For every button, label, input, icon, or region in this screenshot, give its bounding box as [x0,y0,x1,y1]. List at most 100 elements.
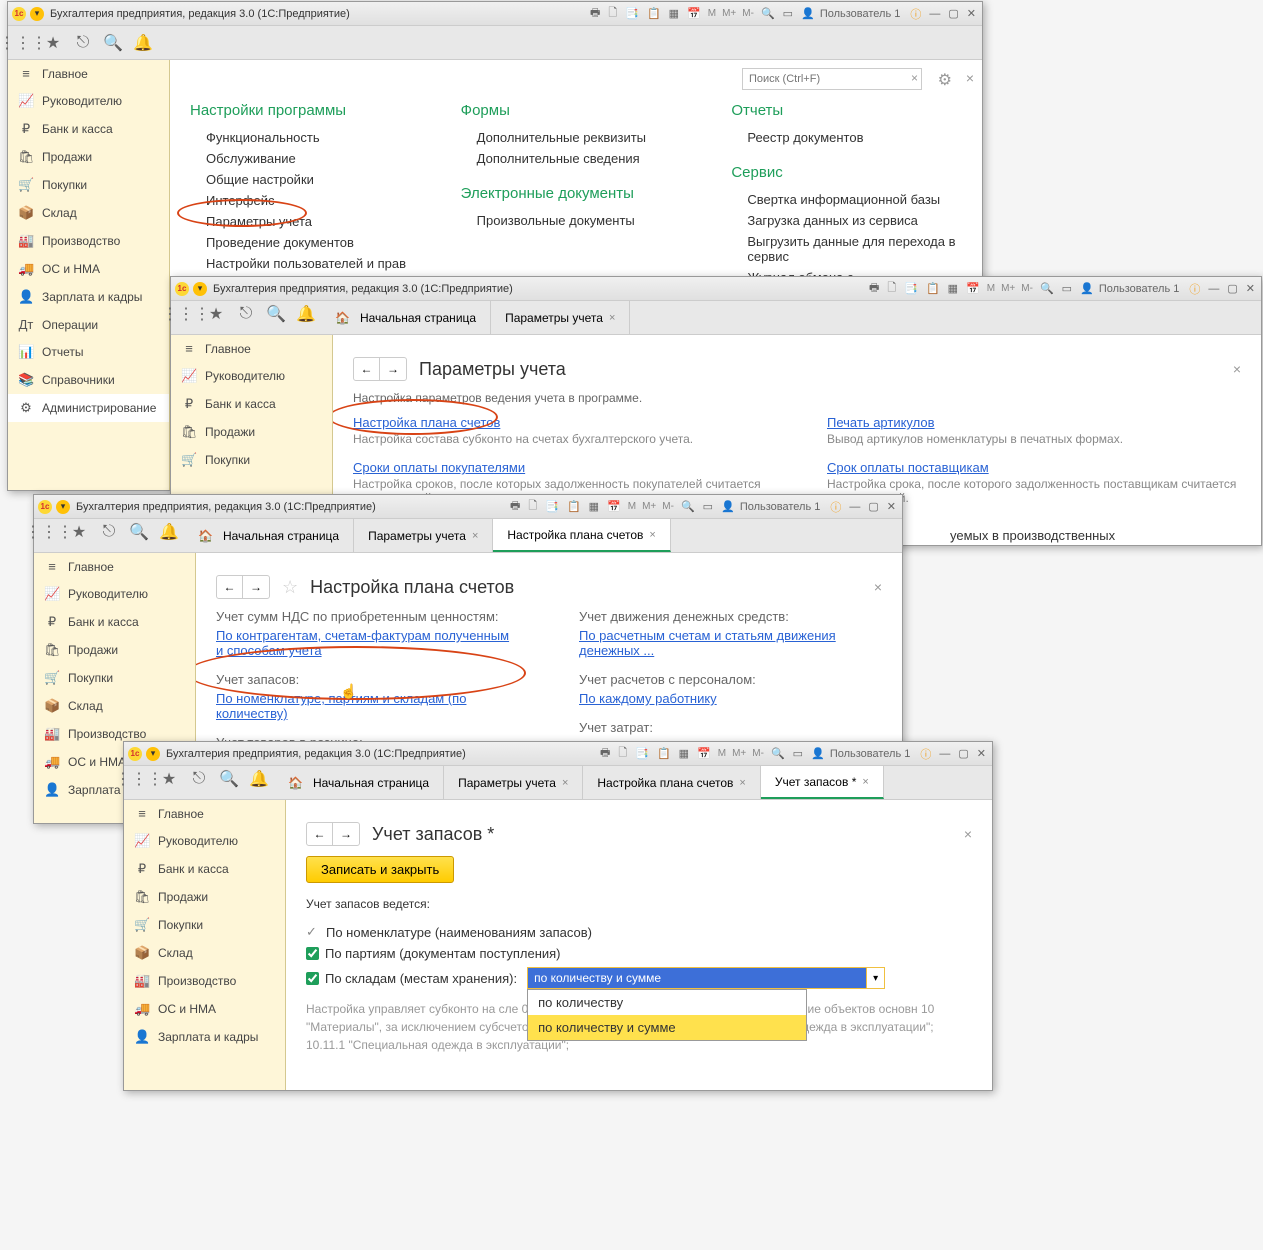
print-icon[interactable]: 🖶 [867,279,881,298]
sidebar-item[interactable]: 📦Склад [34,692,195,720]
section-link[interactable]: Настройка плана счетов [353,415,767,430]
doc-icon[interactable]: 🗋 [885,279,898,298]
nav-link[interactable]: Выгрузить данные для перехода в сервис [731,231,962,267]
sidebar-item[interactable]: ≡Главное [34,553,195,580]
sidebar-item[interactable]: 📈Руководителю [171,362,332,390]
star-outline-icon[interactable]: ☆ [282,577,298,598]
apps-icon[interactable]: ⋮⋮⋮ [173,301,199,327]
minimize-icon[interactable]: — [847,501,862,513]
clip-icon[interactable]: 📋 [655,747,673,760]
tab-close-icon[interactable]: × [739,777,745,789]
info-icon[interactable]: ⓘ [908,6,923,22]
tab-home[interactable]: Начальная страница [321,301,491,334]
nav-link[interactable]: Загрузка данных из сервиса [731,210,962,231]
dropdown-input[interactable] [527,967,867,989]
section-link[interactable]: Сроки оплаты покупателями [353,460,767,475]
tab-stock[interactable]: Учет запасов *× [761,766,884,799]
close-icon[interactable]: ✕ [975,747,988,760]
info-icon[interactable]: ⓘ [918,746,933,762]
tab-close-icon[interactable]: × [862,776,868,788]
opt-batches[interactable]: По партиям (документам поступления) [306,943,972,964]
dropdown-icon[interactable]: ▾ [56,500,70,514]
tab-params[interactable]: Параметры учета× [444,766,583,799]
sidebar-item[interactable]: 🛒Покупки [34,664,195,692]
zoom-icon[interactable]: 🔍 [679,500,697,513]
calc-icon[interactable]: 📑 [902,282,920,295]
clear-icon[interactable]: × [911,71,918,85]
cal-icon[interactable]: 📅 [695,747,713,760]
section-link[interactable]: По контрагентам, счетам-фактурам получен… [216,628,519,658]
user-label[interactable]: 👤 Пользователь 1 [1078,282,1183,295]
grid-icon[interactable]: ▦ [587,500,601,513]
sidebar-item[interactable]: ₽Банк и касса [34,608,195,636]
tab-close-icon[interactable]: × [609,312,615,324]
nav-link[interactable]: Параметры учета [190,211,421,232]
mplus-icon[interactable]: M+ [731,748,747,759]
sidebar-item[interactable]: 👤Зарплата и кадры [124,1023,285,1051]
panel-icon[interactable]: ▭ [701,500,715,513]
nav-link[interactable]: Дополнительные реквизиты [461,127,692,148]
panel-icon[interactable]: ▭ [781,7,795,20]
history-icon[interactable]: ⎋ [233,301,259,327]
info-icon[interactable]: ⓘ [1187,281,1202,297]
zoom-icon[interactable]: 🔍 [769,747,787,760]
sidebar-item[interactable]: ≡Главное [124,800,285,827]
gear-icon[interactable]: ⚙ [938,70,952,90]
apps-icon[interactable]: ⋮⋮⋮ [10,30,36,56]
clip-icon[interactable]: 📋 [645,7,663,20]
forward-icon[interactable]: → [243,576,269,598]
grid-icon[interactable]: ▦ [946,282,960,295]
opt-warehouses[interactable]: По складам (местам хранения): ▾ по колич… [306,964,972,992]
sidebar-item[interactable]: 📊Отчеты [8,338,169,366]
doc-icon[interactable]: 🗋 [606,4,619,23]
tab-close-icon[interactable]: × [472,530,478,542]
panel-icon[interactable]: ▭ [1060,282,1074,295]
back-icon[interactable]: ← [217,576,243,598]
m-icon[interactable]: M [986,283,996,294]
section-link[interactable]: По каждому работнику [579,691,882,706]
nav-link[interactable]: Интерфейс [190,190,421,211]
user-label[interactable]: 👤 Пользователь 1 [799,7,904,20]
sidebar-item[interactable]: ⚙Администрирование [8,394,169,422]
close-page-icon[interactable]: × [1233,361,1241,377]
close-page-icon[interactable]: × [874,579,882,595]
history-icon[interactable]: ⎋ [186,766,212,792]
tab-home[interactable]: Начальная страница [274,766,444,799]
maximize-icon[interactable]: ▢ [946,7,960,20]
mminus-icon[interactable]: M- [741,8,755,19]
close-icon[interactable]: ✕ [1244,282,1257,295]
sidebar-item[interactable]: 🛒Покупки [171,446,332,474]
sidebar-item[interactable]: 🛒Покупки [124,911,285,939]
apps-icon[interactable]: ⋮⋮⋮ [36,519,62,545]
mplus-icon[interactable]: M+ [721,8,737,19]
sidebar-item[interactable]: 🛍Продажи [8,143,169,171]
minimize-icon[interactable]: — [927,8,942,20]
sidebar-item[interactable]: 🛍Продажи [171,418,332,446]
nav-link[interactable]: Свертка информационной базы [731,189,962,210]
dropdown-icon[interactable]: ▾ [193,282,207,296]
sidebar-item[interactable]: ≡Главное [8,60,169,87]
search-input[interactable] [742,68,922,90]
print-icon[interactable]: 🖶 [508,497,522,516]
close-icon[interactable]: ✕ [965,7,978,20]
search-icon[interactable]: 🔍 [126,519,152,545]
clip-icon[interactable]: 📋 [565,500,583,513]
maximize-icon[interactable]: ▢ [1225,282,1239,295]
mplus-icon[interactable]: M+ [1000,283,1016,294]
history-icon[interactable]: ⎋ [96,519,122,545]
user-label[interactable]: 👤 Пользователь 1 [809,747,914,760]
nav-link[interactable]: Общие настройки [190,169,421,190]
nav-link[interactable]: Дополнительные сведения [461,148,692,169]
sidebar-item[interactable]: ₽Банк и касса [8,115,169,143]
sidebar-item[interactable]: ДтОперации [8,311,169,338]
save-close-button[interactable]: Записать и закрыть [306,856,454,883]
dropdown-button[interactable]: ▾ [867,967,885,989]
tab-plan[interactable]: Настройка плана счетов× [583,766,760,799]
tab-params[interactable]: Параметры учета× [354,519,493,552]
sidebar-item[interactable]: ₽Банк и касса [171,390,332,418]
dropdown-option[interactable]: по количеству [528,990,806,1015]
minimize-icon[interactable]: — [1206,283,1221,295]
calc-icon[interactable]: 📑 [623,7,641,20]
tab-home[interactable]: Начальная страница [184,519,354,552]
checkbox-warehouses[interactable] [306,972,319,985]
